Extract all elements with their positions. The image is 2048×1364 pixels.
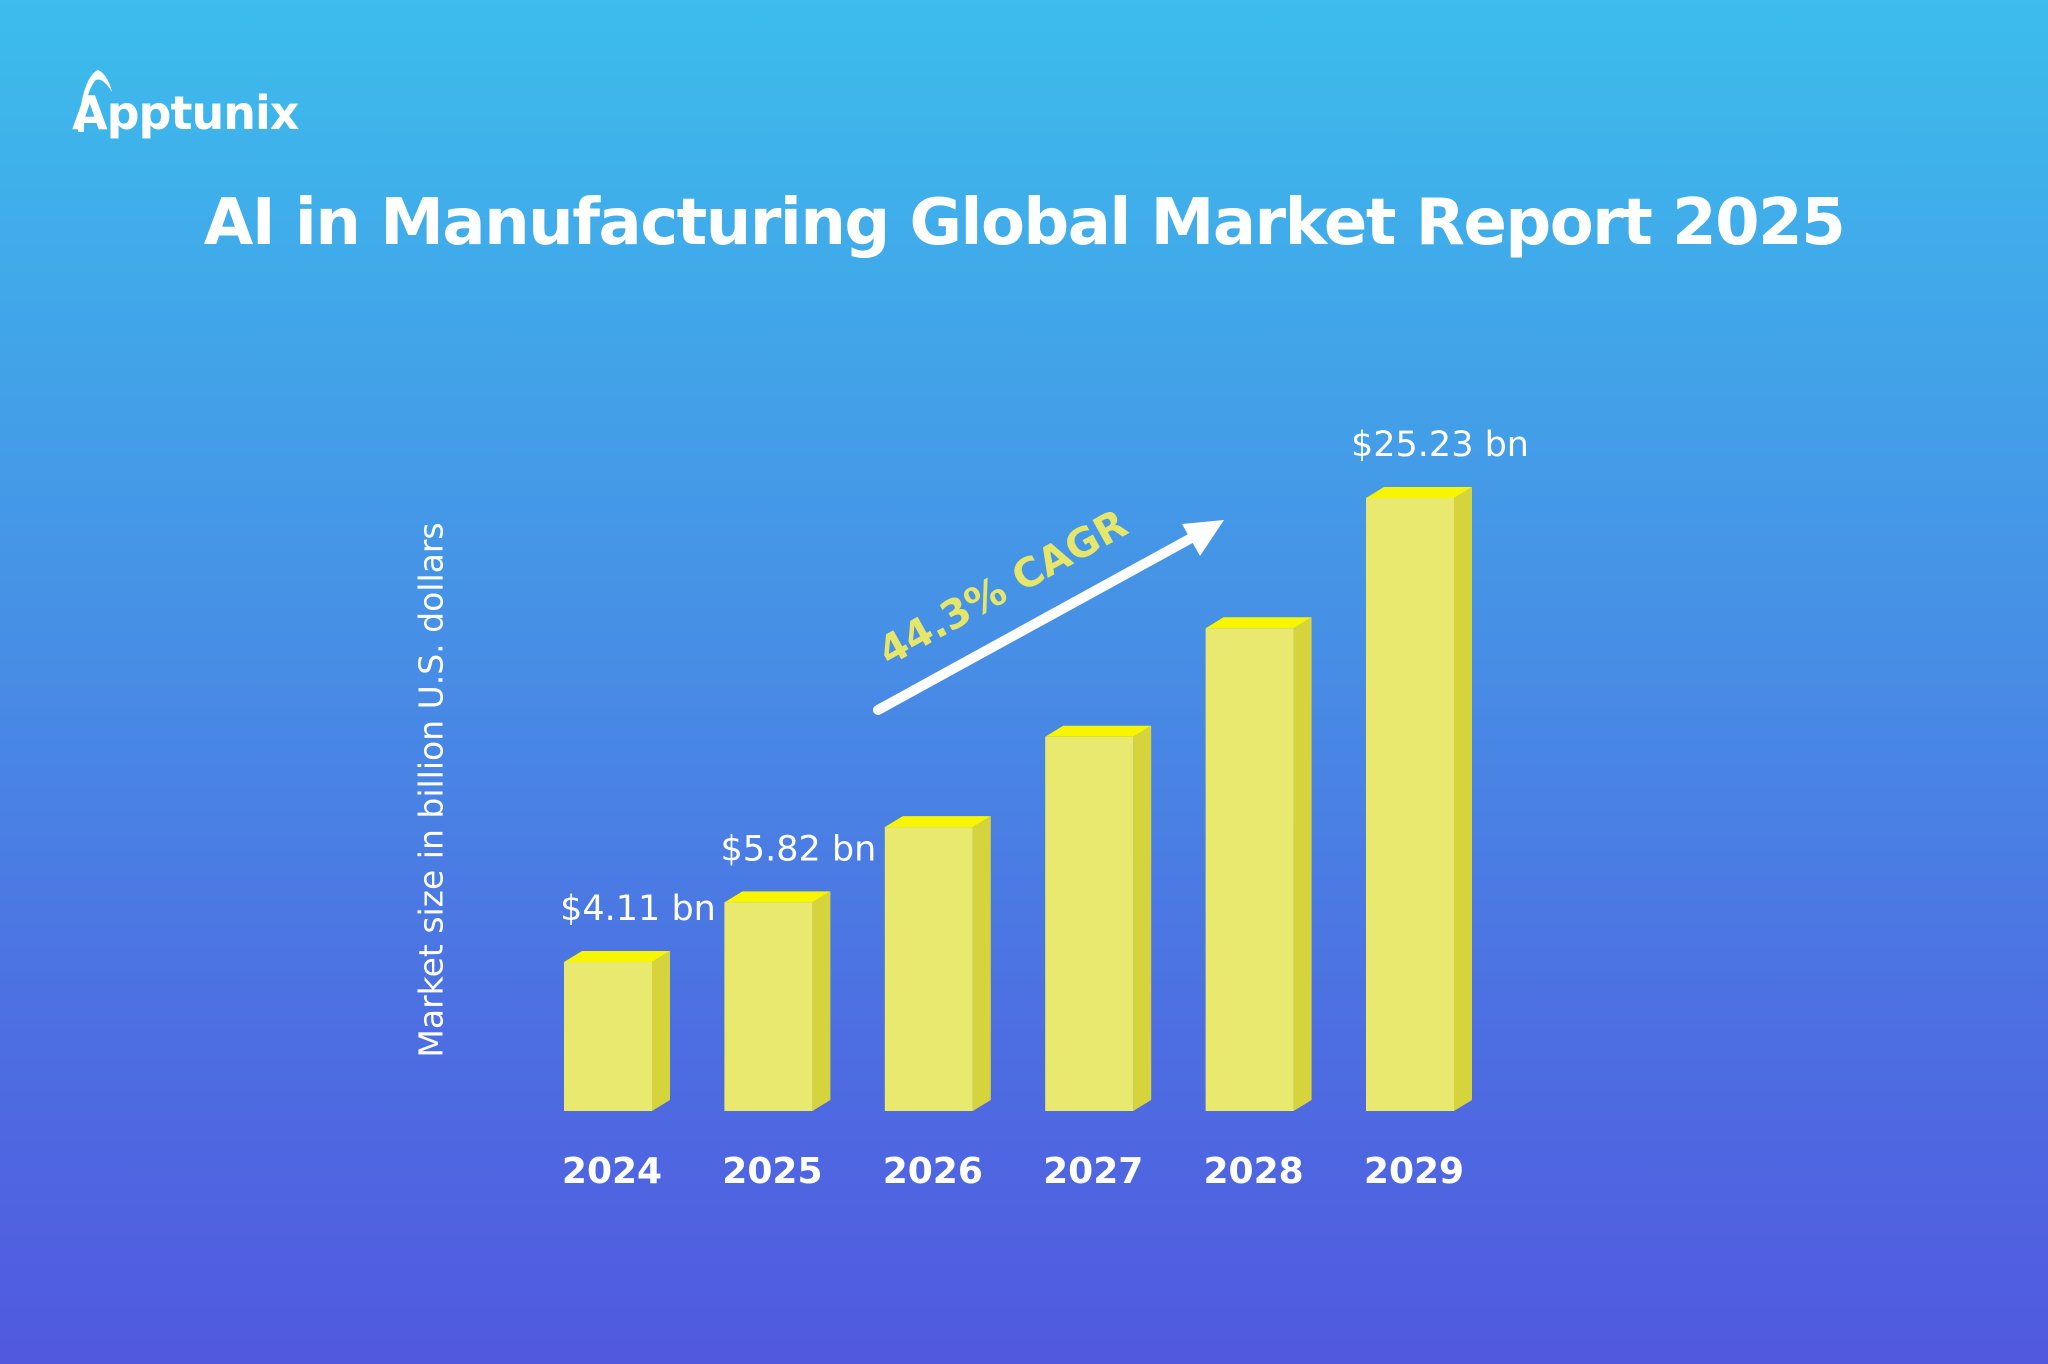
bar-top: [1205, 617, 1312, 629]
bar-top: [884, 816, 991, 828]
bar-2026: [884, 816, 991, 1111]
x-tick-label: 2029: [1364, 1151, 1464, 1192]
x-tick-label: 2028: [1203, 1151, 1303, 1192]
bar-front: [1045, 736, 1134, 1111]
bar-side: [812, 891, 831, 1111]
data-label: $4.11 bn: [560, 889, 716, 929]
bar-2029: [1366, 487, 1472, 1111]
bar-2024: [564, 951, 670, 1111]
data-label: $25.23 bn: [1351, 425, 1529, 465]
x-tick-label: 2024: [562, 1151, 662, 1192]
bar-top: [564, 951, 670, 962]
logo-text: Apptunix: [72, 86, 299, 140]
brand-logo: Apptunix: [72, 66, 299, 140]
bar-front: [724, 902, 813, 1111]
cagr-arrow: [873, 520, 1224, 715]
bar-front: [1366, 498, 1454, 1111]
bar-side: [1293, 617, 1312, 1111]
x-tick-label: 2027: [1043, 1151, 1143, 1192]
x-tick-label: 2026: [883, 1151, 983, 1192]
bar-2028: [1205, 617, 1312, 1111]
bar-side: [652, 951, 670, 1111]
bar-top: [1366, 487, 1472, 498]
page-title: AI in Manufacturing Global Market Report…: [203, 186, 1846, 260]
bar-2027: [1045, 725, 1152, 1111]
bar-side: [972, 816, 991, 1111]
bar-side: [1454, 487, 1472, 1111]
bar-top: [724, 891, 831, 903]
x-tick-label: 2025: [722, 1151, 822, 1192]
bar-side: [1133, 725, 1152, 1111]
bar-2025: [724, 891, 831, 1111]
data-label: $5.82 bn: [721, 829, 877, 869]
bar-front: [884, 827, 973, 1111]
bar-front: [564, 962, 652, 1111]
bar-front: [1205, 628, 1294, 1111]
bar-top: [1045, 725, 1152, 737]
logo-arc-icon: [78, 70, 112, 132]
